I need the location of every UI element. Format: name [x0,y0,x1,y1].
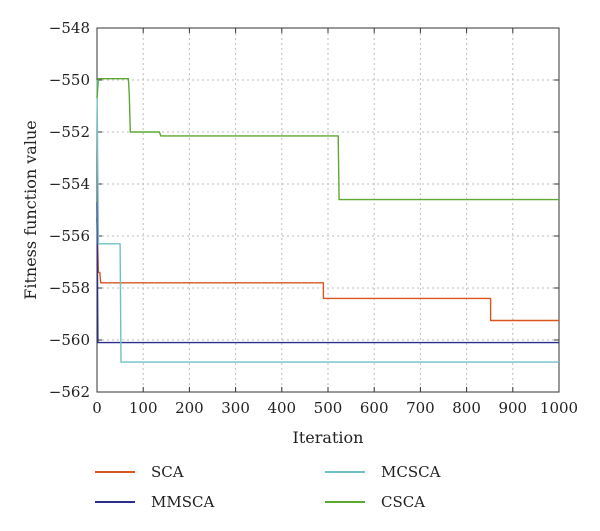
series-lines [96,78,559,363]
x-tick-label: 900 [498,399,527,417]
y-tick-label: −560 [49,331,90,349]
legend: SCA MMSCA MCSCA CSCA [95,463,441,511]
series-line-csca [96,78,559,201]
x-tick-label: 400 [267,399,296,417]
series-line-mmsca [96,202,559,344]
x-tick-label: 600 [360,399,389,417]
x-tick-label: 0 [92,399,102,417]
grid-lines [97,28,559,392]
series-line-sca [96,217,559,322]
y-axis-label: Fitness function value [21,120,40,299]
x-tick-label: 300 [221,399,250,417]
y-tick-label: −554 [49,175,90,193]
y-tick-label: −558 [49,279,90,297]
x-tick-label: 1000 [540,399,578,417]
y-tick-label: −552 [49,123,90,141]
series-line-mcsca [96,79,559,363]
x-tick-label: 800 [452,399,481,417]
x-tick-label: 500 [314,399,343,417]
x-axis-label: Iteration [293,428,364,447]
legend-label-mmsca: MMSCA [151,493,214,511]
legend-label-csca: CSCA [381,493,425,511]
y-tick-label: −550 [49,71,90,89]
x-tick-label: 100 [129,399,158,417]
legend-label-sca: SCA [151,463,184,481]
y-tick-label: −548 [49,19,90,37]
y-tick-label: −562 [49,383,90,401]
x-tick-label: 700 [406,399,435,417]
axis-ticks: 0 100 200 300 400 500 600 700 800 900 1000 −548 −550… [49,19,578,417]
legend-label-mcsca: MCSCA [381,463,441,481]
y-tick-label: −556 [49,227,90,245]
x-tick-label: 200 [175,399,204,417]
